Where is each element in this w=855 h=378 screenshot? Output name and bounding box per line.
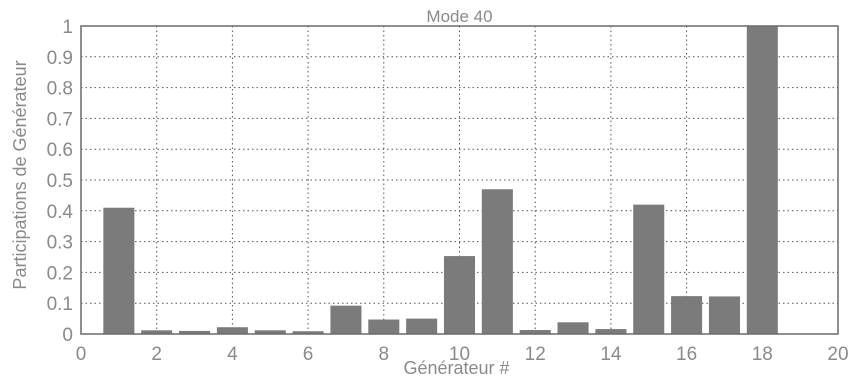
bars-group xyxy=(103,26,778,334)
bar-generateur-11 xyxy=(481,189,513,334)
x-tick-label: 0 xyxy=(76,344,87,365)
bar-generateur-13 xyxy=(557,322,589,334)
bar-generateur-1 xyxy=(103,207,135,334)
y-tick-label: 0.7 xyxy=(47,109,73,130)
x-tick-label: 8 xyxy=(379,344,390,365)
y-tick-label: 0.6 xyxy=(47,140,73,161)
x-tick-label: 14 xyxy=(600,344,622,365)
y-tick-label: 0 xyxy=(62,325,73,346)
x-tick-label: 4 xyxy=(227,344,238,365)
bar-generateur-4 xyxy=(216,327,248,334)
y-tick-label: 1 xyxy=(62,17,73,38)
bar-generateur-15 xyxy=(633,204,665,334)
bar-generateur-9 xyxy=(406,318,438,334)
bar-generateur-14 xyxy=(595,329,627,334)
bar-generateur-5 xyxy=(254,330,286,334)
bar-generateur-7 xyxy=(330,305,362,334)
bar-generateur-6 xyxy=(292,331,324,334)
y-tick-label: 0.8 xyxy=(47,79,73,100)
x-tick-label: 16 xyxy=(676,344,697,365)
y-tick-label: 0.5 xyxy=(47,171,73,192)
bar-generateur-12 xyxy=(519,329,551,334)
x-tick-label: 2 xyxy=(151,344,162,365)
chart-title: Mode 40 xyxy=(426,7,492,26)
bar-generateur-18 xyxy=(746,26,778,334)
y-tick-labels: 0 0.1 0.2 0.3 0.4 0.5 0.6 0.7 0.8 0.9 1 xyxy=(47,17,74,346)
x-tick-label: 10 xyxy=(449,344,470,365)
bar-generateur-8 xyxy=(368,319,400,334)
x-tick-label: 18 xyxy=(752,344,773,365)
y-tick-label: 0.4 xyxy=(47,202,74,223)
x-axis-label: Générateur # xyxy=(403,358,509,378)
bar-generateur-2 xyxy=(141,330,173,334)
y-tick-label: 0.2 xyxy=(47,263,73,284)
x-tick-label: 20 xyxy=(827,344,848,365)
bar-generateur-17 xyxy=(708,296,740,334)
y-axis-label: Participations de Générateur xyxy=(10,60,30,289)
bar-generateur-10 xyxy=(443,256,476,334)
bar-generateur-3 xyxy=(179,330,211,334)
y-tick-label: 0.9 xyxy=(47,48,73,69)
x-tick-labels: 0 2 4 6 8 10 12 14 16 18 20 xyxy=(76,344,849,365)
y-tick-label: 0.3 xyxy=(47,233,73,254)
x-tick-label: 12 xyxy=(525,344,546,365)
y-tick-label: 0.1 xyxy=(47,294,73,315)
x-tick-label: 6 xyxy=(303,344,314,365)
plot-frame xyxy=(80,25,839,335)
bar-generateur-16 xyxy=(671,296,703,334)
